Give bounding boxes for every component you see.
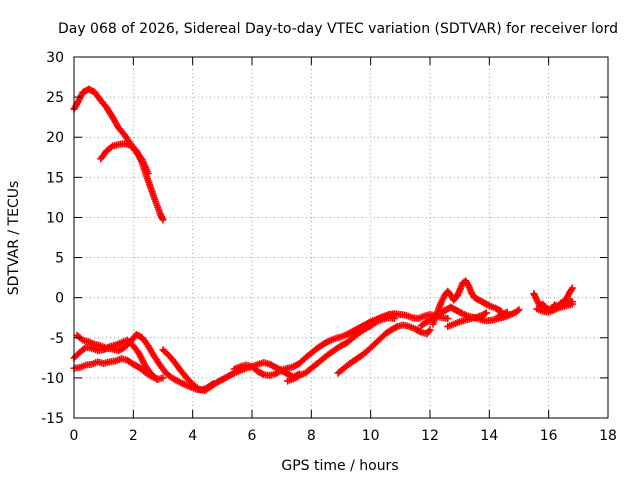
y-tick-label: 20 bbox=[46, 130, 64, 146]
y-tick-label: -10 bbox=[41, 371, 64, 387]
data-point bbox=[159, 216, 167, 224]
series-arc-16 bbox=[494, 308, 511, 320]
plot-frame bbox=[73, 56, 609, 419]
x-tick-label: 0 bbox=[70, 428, 79, 444]
x-tick-label: 8 bbox=[307, 428, 316, 444]
data-points bbox=[70, 85, 576, 395]
y-tick-label: -15 bbox=[41, 411, 64, 427]
data-point bbox=[568, 298, 576, 306]
series-arc-12 bbox=[429, 277, 505, 328]
gridlines bbox=[74, 57, 608, 418]
y-axis-label: SDTVAR / TECUs bbox=[6, 181, 22, 296]
x-tick-label: 2 bbox=[129, 428, 138, 444]
chart-title: Day 068 of 2026, Sidereal Day-to-day VTE… bbox=[58, 21, 618, 37]
series-arc-17 bbox=[560, 298, 576, 306]
x-tick-label: 14 bbox=[480, 428, 498, 444]
data-point bbox=[416, 327, 424, 335]
y-tick-label: 30 bbox=[46, 50, 64, 66]
y-tick-label: -5 bbox=[50, 331, 64, 347]
y-tick-label: 15 bbox=[46, 170, 64, 186]
data-point bbox=[425, 327, 433, 335]
y-tick-label: 0 bbox=[55, 291, 64, 307]
axis-ticks: 0 2 4 6 8 10 12 14 16 18 -15 -10 -5 0 5 10 15 20 25 30 bbox=[41, 50, 617, 444]
series-arc-9 bbox=[334, 321, 434, 377]
x-tick-label: 12 bbox=[421, 428, 439, 444]
data-point bbox=[482, 309, 490, 317]
x-axis-label: GPS time / hours bbox=[281, 458, 398, 474]
data-point bbox=[503, 308, 511, 316]
data-point bbox=[426, 326, 434, 334]
y-tick-label: 5 bbox=[55, 251, 64, 267]
y-tick-label: 25 bbox=[46, 90, 64, 106]
data-point bbox=[392, 323, 400, 331]
data-point bbox=[515, 306, 523, 314]
x-tick-label: 10 bbox=[362, 428, 380, 444]
data-point bbox=[481, 310, 489, 318]
series-arc-5 bbox=[70, 355, 161, 383]
data-point bbox=[159, 374, 167, 382]
data-point bbox=[144, 169, 152, 177]
x-tick-label: 6 bbox=[248, 428, 257, 444]
series-arc-2 bbox=[97, 140, 152, 177]
x-tick-label: 16 bbox=[540, 428, 558, 444]
series-arc-15 bbox=[533, 300, 576, 316]
data-point bbox=[153, 375, 161, 383]
y-tick-label: 10 bbox=[46, 210, 64, 226]
data-point bbox=[568, 284, 576, 292]
x-tick-label: 4 bbox=[188, 428, 197, 444]
data-point bbox=[514, 307, 522, 315]
data-point bbox=[258, 370, 266, 378]
series-arc-13 bbox=[444, 309, 490, 331]
data-point bbox=[444, 315, 452, 323]
x-tick-label: 18 bbox=[599, 428, 617, 444]
